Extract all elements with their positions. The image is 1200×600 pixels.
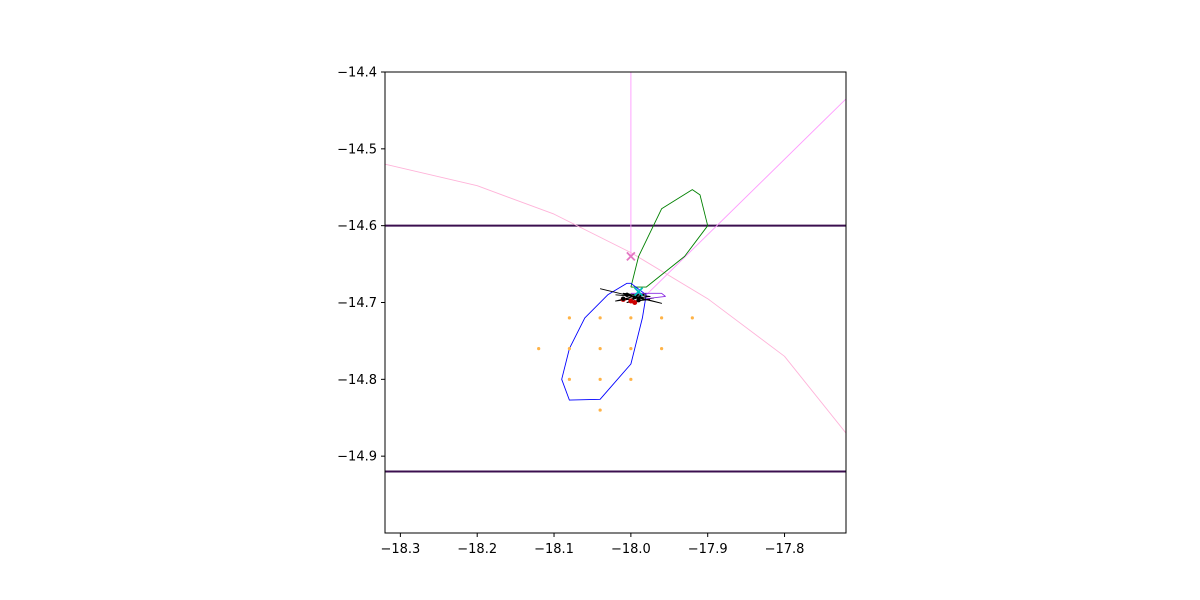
x-axis: −18.3 −18.2 −18.1 −18.0 −17.9 −17.8: [380, 533, 804, 557]
plot-background: [385, 72, 846, 533]
point-8-13: [598, 408, 602, 412]
point-10-3: [636, 297, 641, 303]
y-tick-label-1: −14.5: [337, 142, 377, 157]
series-line-2: [385, 163, 846, 434]
y-tick-label-0: −14.4: [337, 66, 377, 81]
point-8-6: [567, 347, 572, 351]
point-9-0: [628, 298, 634, 304]
y-axis: −14.4 −14.5 −14.6 −14.7 −14.8 −14.9: [337, 66, 385, 465]
y-tick-label-2: −14.6: [337, 219, 377, 234]
point-8-1: [598, 316, 602, 320]
series-line-3: [630, 189, 709, 288]
x-tick-label-3: −18.0: [611, 542, 651, 557]
x-tick-label-5: −17.8: [765, 542, 805, 557]
point-8-2: [629, 316, 633, 320]
y-tick-label-4: −14.8: [337, 373, 377, 388]
point-8-4: [690, 316, 694, 320]
point-9-1: [632, 300, 638, 305]
x-marker-11-0: [626, 251, 636, 262]
point-8-7: [598, 347, 602, 351]
point-10-0: [624, 292, 630, 298]
point-10-1: [632, 294, 637, 300]
point-8-12: [629, 377, 633, 381]
point-8-8: [629, 347, 633, 351]
y-tick-label-5: −14.9: [337, 450, 377, 465]
series-line-1: [642, 98, 846, 300]
x-tick-label-4: −17.9: [688, 542, 728, 557]
point-10-2: [620, 296, 626, 301]
x-marker-12-0: [633, 287, 644, 297]
series-line-7: [630, 292, 666, 300]
x-tick-label-2: −18.1: [534, 542, 574, 557]
point-8-5: [537, 347, 541, 351]
point-8-0: [567, 316, 572, 320]
point-8-9: [660, 347, 664, 351]
x-tick-label-1: −18.2: [457, 542, 497, 557]
data-layer: [385, 72, 846, 473]
point-8-10: [567, 377, 572, 381]
x-tick-label-0: −18.3: [380, 542, 420, 557]
point-8-3: [660, 316, 664, 320]
y-tick-label-3: −14.7: [337, 296, 377, 311]
point-8-11: [598, 377, 602, 381]
series-line-4: [561, 282, 647, 401]
